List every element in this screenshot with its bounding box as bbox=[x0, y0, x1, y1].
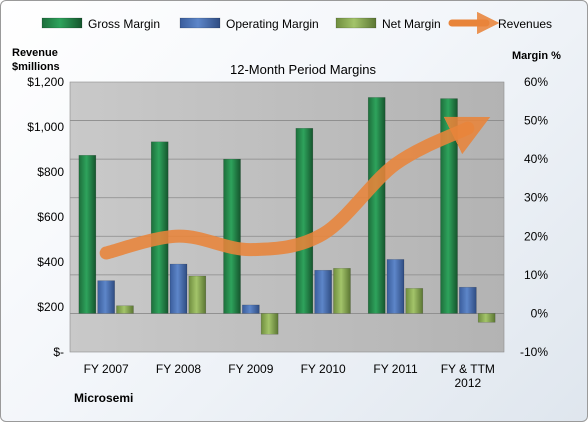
operating-margin-bar bbox=[386, 259, 405, 314]
gross-margin-bar bbox=[295, 128, 314, 314]
operating-margin-bar bbox=[314, 269, 332, 314]
right-axis-label: Margin % bbox=[512, 50, 561, 62]
legend-swatch bbox=[41, 17, 83, 29]
left-axis-tick-label: $400 bbox=[37, 255, 64, 269]
right-axis-tick-label: 40% bbox=[524, 152, 548, 166]
operating-margin-bar bbox=[242, 304, 260, 314]
x-axis-ticks: FY 2007 FY 2008 FY 2009 FY 2010 FY 2011 FY & … bbox=[84, 362, 495, 390]
legend-label: Revenues bbox=[498, 17, 552, 31]
left-axis-tick-label: $- bbox=[53, 345, 64, 359]
x-axis-tick-label: FY 2011 bbox=[373, 362, 418, 376]
left-axis-label-line2: $millions bbox=[12, 61, 60, 73]
operating-margin-bar bbox=[169, 263, 188, 314]
revenues-line bbox=[99, 116, 491, 260]
bar-marks bbox=[78, 97, 496, 335]
right-axis-tick-label: 10% bbox=[524, 268, 548, 282]
right-axis-tick-label: 50% bbox=[524, 114, 548, 128]
left-axis-label-line1: Revenue bbox=[12, 47, 58, 59]
right-axis-tick-label: 60% bbox=[524, 75, 548, 89]
operating-margin-bar bbox=[97, 280, 115, 314]
net-margin-bar bbox=[260, 313, 279, 335]
right-axis-tick-label: 0% bbox=[531, 306, 549, 320]
legend: Gross Margin Operating Margin Net Margin Re… bbox=[41, 11, 552, 35]
x-axis-tick-label: FY 2007 bbox=[84, 362, 129, 376]
legend-swatch bbox=[335, 17, 377, 29]
right-axis-tick-label: 30% bbox=[524, 191, 548, 205]
right-axis-tick-label: 20% bbox=[524, 229, 548, 243]
gross-margin-bar bbox=[367, 97, 386, 314]
chart-title: 12-Month Period Margins bbox=[230, 62, 376, 77]
legend-label: Operating Margin bbox=[226, 17, 319, 31]
x-axis-tick-label: FY 2010 bbox=[301, 362, 346, 376]
revenue-line bbox=[99, 116, 491, 260]
net-margin-bar bbox=[116, 305, 134, 314]
right-axis-tick-label: -10% bbox=[520, 345, 548, 359]
x-axis-tick-label: FY 2008 bbox=[156, 362, 201, 376]
x-axis-tick-label: FY & TTM bbox=[441, 362, 495, 376]
left-axis-tick-label: $800 bbox=[37, 165, 64, 179]
gross-margin-bar bbox=[150, 141, 169, 314]
net-margin-bar bbox=[188, 275, 207, 314]
plot-area bbox=[69, 81, 505, 353]
company-label: Microsemi bbox=[74, 391, 133, 405]
left-axis-tick-label: $1,200 bbox=[27, 75, 64, 89]
x-axis-tick-label: 2012 bbox=[454, 376, 481, 390]
gross-margin-bar bbox=[223, 158, 241, 314]
net-margin-bar bbox=[405, 288, 424, 314]
right-axis-ticks: -10% 0% 10% 20% 30% 40% 50% 60% bbox=[520, 75, 548, 359]
left-axis-tick-label: $1,000 bbox=[27, 120, 64, 134]
net-margin-bar bbox=[477, 313, 496, 323]
legend-label: Net Margin bbox=[382, 17, 441, 31]
left-axis-tick-label: $200 bbox=[37, 300, 64, 314]
gross-margin-bar bbox=[78, 155, 97, 314]
legend-swatch bbox=[179, 17, 221, 29]
left-axis-tick-label: $600 bbox=[37, 210, 64, 224]
x-axis-tick-label: FY 2009 bbox=[228, 362, 273, 376]
legend-label: Gross Margin bbox=[88, 17, 160, 31]
operating-margin-bar bbox=[459, 286, 477, 314]
net-margin-bar bbox=[333, 268, 351, 314]
left-axis-ticks: $- $200 $400 $600 $800 $1,000 $1,200 bbox=[27, 75, 64, 359]
